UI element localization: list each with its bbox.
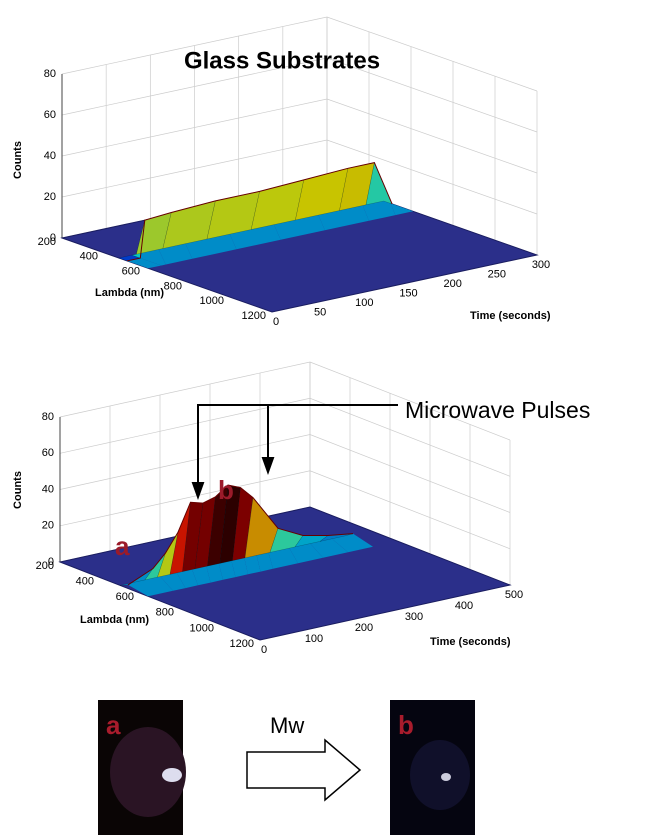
time-tick-label: 500 bbox=[505, 589, 523, 601]
z-tick-label: 0 bbox=[50, 232, 56, 244]
z-tick-label: 80 bbox=[44, 68, 56, 80]
z-tick-label: 0 bbox=[48, 556, 54, 568]
photo-spot bbox=[441, 773, 451, 781]
time-tick-label: 300 bbox=[405, 611, 423, 623]
surface-strip bbox=[127, 258, 162, 269]
photo-label: b bbox=[398, 710, 414, 740]
lambda-tick-label: 800 bbox=[156, 607, 174, 619]
surface-strip bbox=[128, 568, 173, 597]
time-tick-label: 50 bbox=[314, 306, 326, 318]
z-tick-label: 20 bbox=[42, 520, 54, 532]
ridge-line bbox=[127, 484, 354, 586]
lambda-tick-label: 600 bbox=[116, 591, 134, 603]
lambda-tick-label: 200 bbox=[38, 236, 56, 248]
time-tick-label: 0 bbox=[261, 644, 267, 656]
y-axis-label: Time (seconds) bbox=[430, 636, 511, 648]
z-axis-label: Counts bbox=[12, 471, 24, 509]
lambda-tick-label: 600 bbox=[122, 266, 140, 278]
photo-label: a bbox=[106, 710, 121, 740]
lambda-tick-label: 200 bbox=[36, 560, 54, 572]
z-axis-label: Counts bbox=[12, 141, 24, 179]
time-tick-label: 400 bbox=[455, 600, 473, 612]
annotation: a bbox=[115, 531, 130, 561]
time-tick-label: 250 bbox=[488, 268, 506, 280]
lambda-tick-label: 400 bbox=[76, 576, 94, 588]
time-tick-label: 200 bbox=[355, 622, 373, 634]
chart-title: Glass Substrates bbox=[184, 47, 380, 74]
z-tick-label: 80 bbox=[42, 411, 54, 423]
time-tick-label: 0 bbox=[273, 316, 279, 328]
x-axis-label: Lambda (nm) bbox=[95, 287, 164, 299]
surface-strip bbox=[328, 533, 373, 553]
surface-strip bbox=[374, 162, 414, 216]
annotation: Microwave Pulses bbox=[405, 397, 590, 423]
arrow-label: Mw bbox=[270, 713, 304, 738]
grid-line bbox=[61, 98, 538, 174]
y-axis-label: Time (seconds) bbox=[470, 310, 551, 322]
time-tick-label: 300 bbox=[532, 259, 550, 271]
chart: 0204060800501001502002503002004006008001… bbox=[12, 16, 551, 328]
time-tick-label: 200 bbox=[443, 278, 461, 290]
z-tick-label: 20 bbox=[44, 191, 56, 203]
photo-glow bbox=[410, 740, 470, 810]
pulse-arrows bbox=[191, 404, 398, 500]
lambda-tick-label: 1200 bbox=[242, 310, 266, 322]
lambda-tick-label: 1000 bbox=[190, 622, 214, 634]
lambda-tick-label: 1200 bbox=[230, 638, 254, 650]
time-tick-label: 100 bbox=[305, 633, 323, 645]
x-axis-label: Lambda (nm) bbox=[80, 614, 149, 626]
z-tick-label: 60 bbox=[44, 109, 56, 121]
lambda-tick-label: 1000 bbox=[200, 295, 224, 307]
photo-glow bbox=[110, 727, 186, 817]
photo-spot bbox=[162, 768, 182, 782]
time-tick-label: 150 bbox=[399, 287, 417, 299]
lambda-tick-label: 400 bbox=[80, 251, 98, 263]
lambda-tick-label: 800 bbox=[164, 280, 182, 292]
annotation: b bbox=[218, 475, 234, 505]
time-tick-label: 100 bbox=[355, 297, 373, 309]
z-tick-label: 40 bbox=[42, 483, 54, 495]
ridge-line bbox=[126, 162, 393, 262]
grid-line bbox=[59, 434, 511, 513]
z-tick-label: 60 bbox=[42, 447, 54, 459]
z-tick-label: 40 bbox=[44, 150, 56, 162]
chart: 0204060800100200300400500200400600800100… bbox=[12, 361, 523, 656]
process-arrow bbox=[246, 738, 362, 802]
